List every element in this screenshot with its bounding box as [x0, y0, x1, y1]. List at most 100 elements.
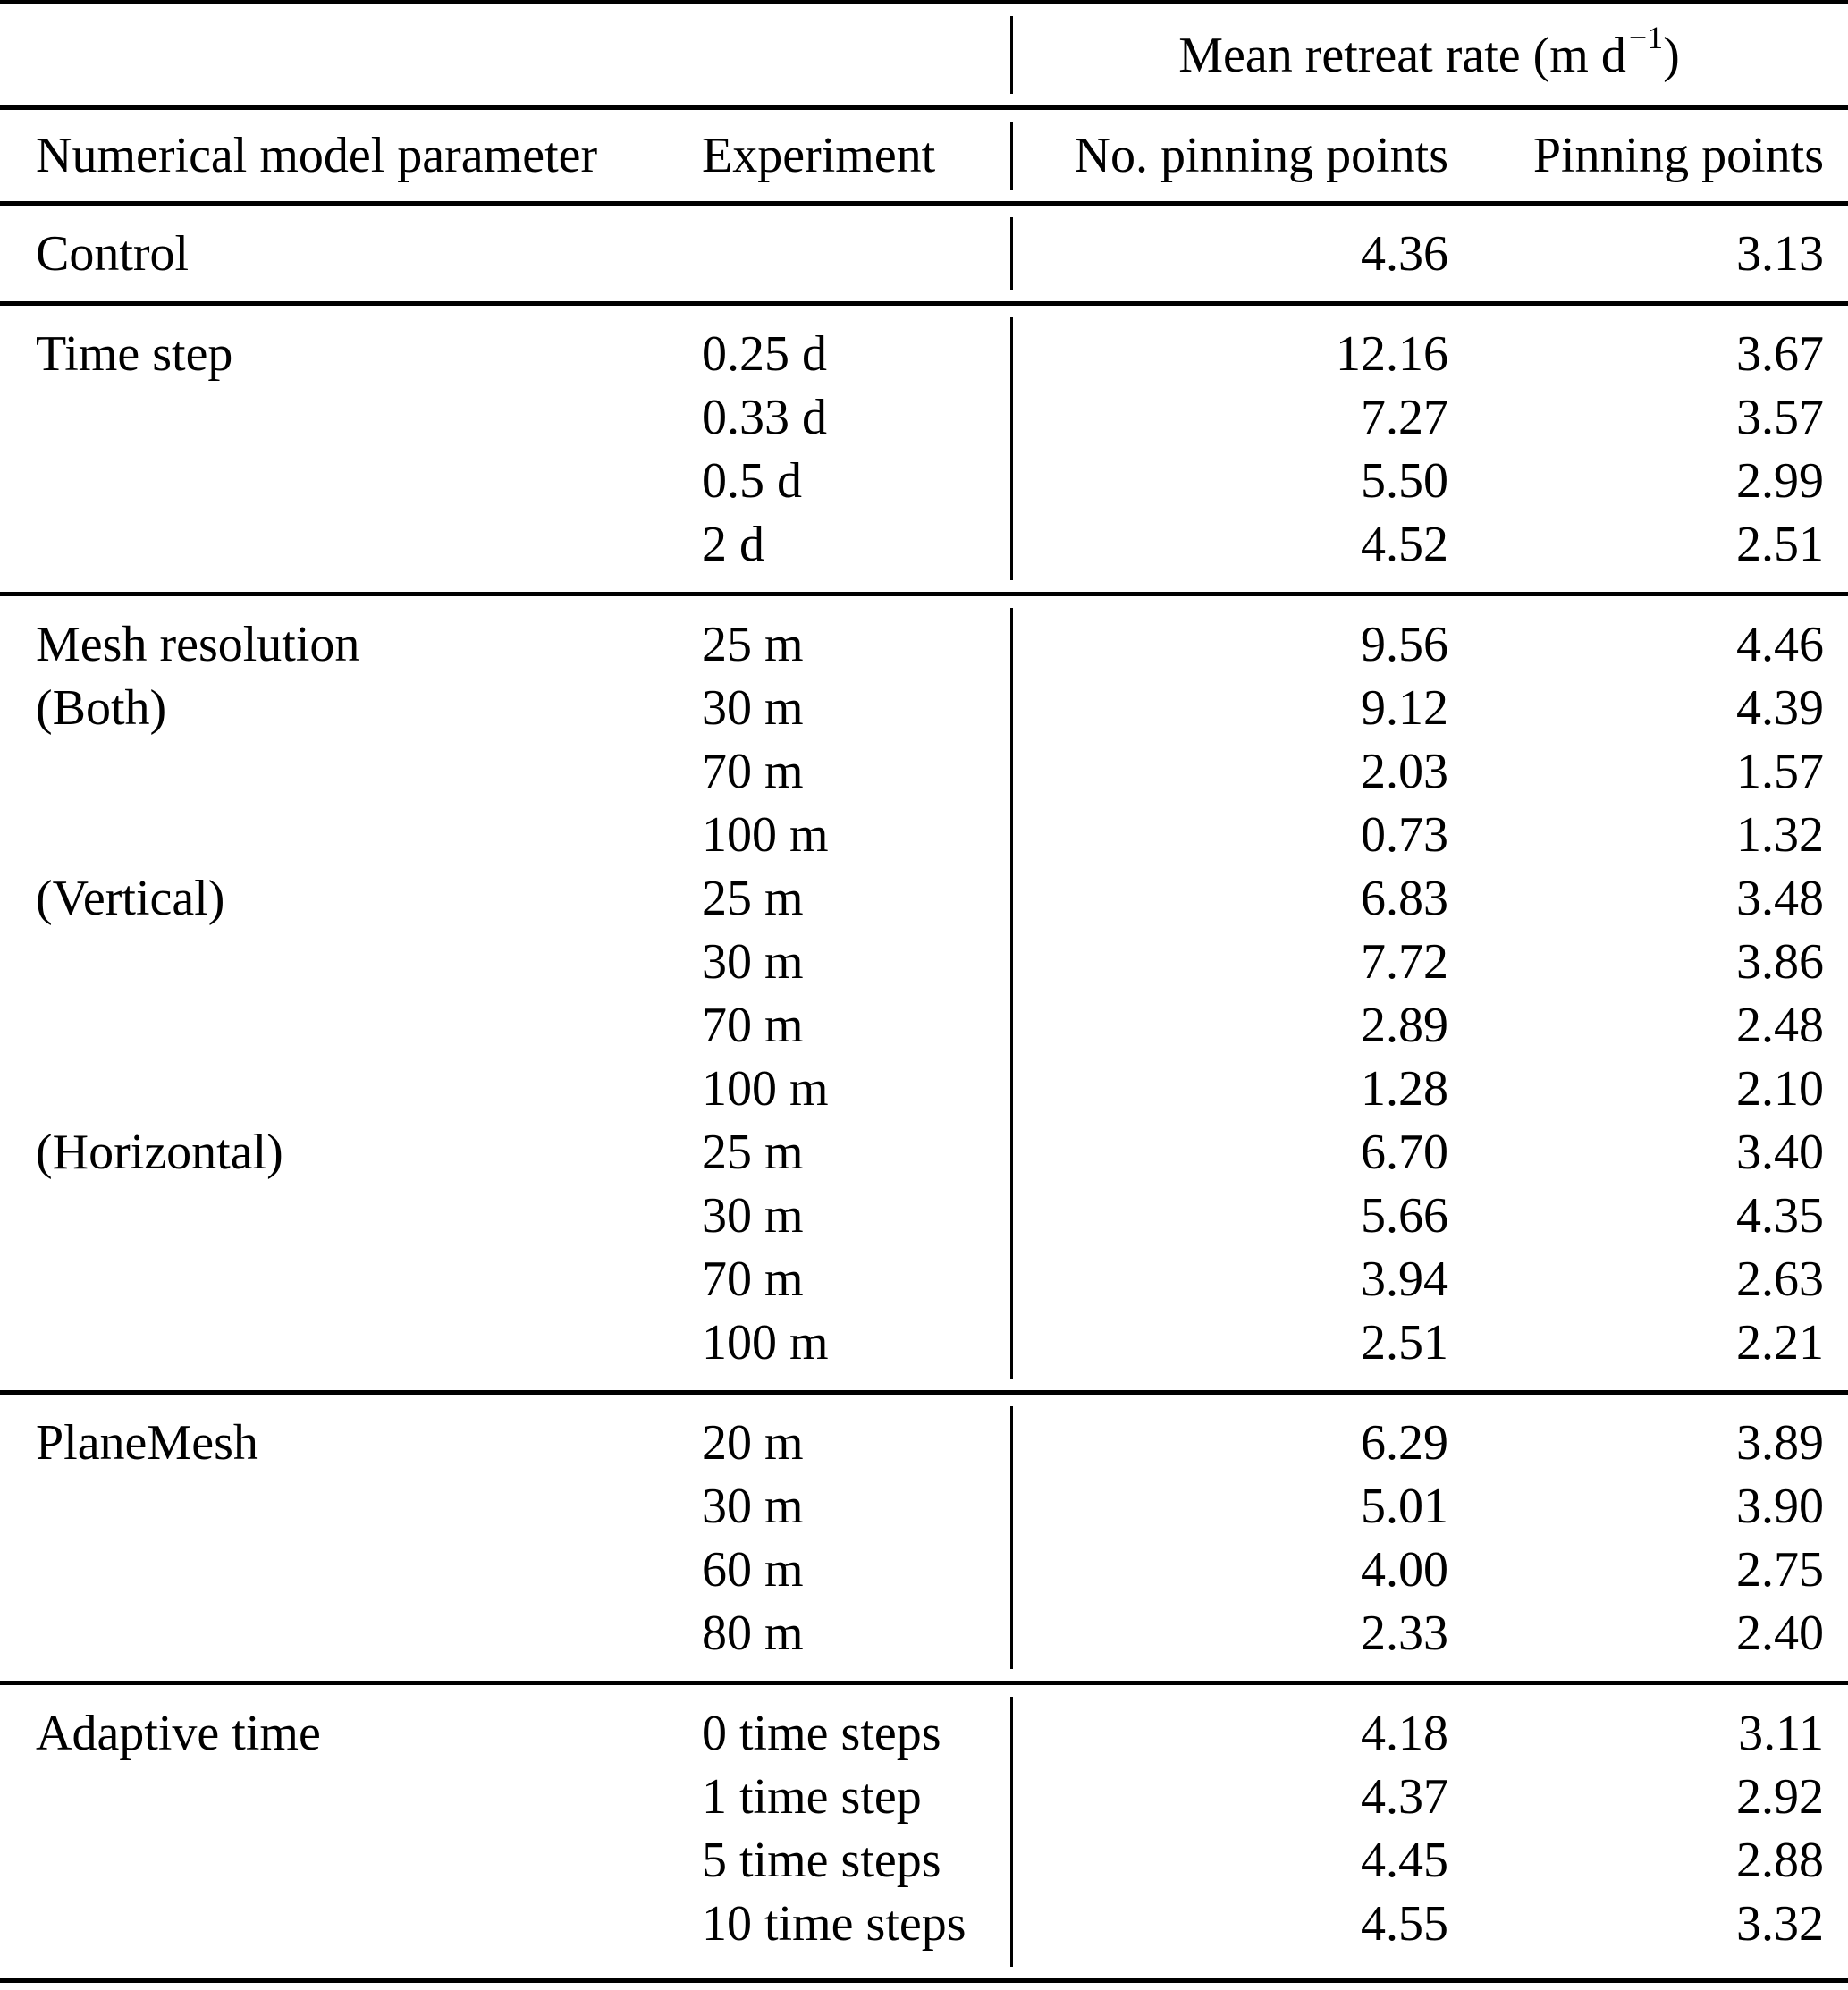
cell-pinning-points: 2.63 [1736, 1251, 1824, 1307]
cell-experiment: 30 m [702, 1187, 804, 1244]
cell-experiment [693, 206, 1010, 301]
cell-experiment: 70 m [702, 1251, 804, 1307]
cell-pinning-points: 2.40 [1736, 1605, 1824, 1661]
cell-no-pinning-points: 4.52 [1010, 512, 1457, 592]
cell-parameter [0, 1184, 693, 1247]
group-header-spacer [0, 4, 1010, 105]
cell-pinning-points: 2.99 [1736, 452, 1824, 509]
cell-no-pinning-points: 2.89 [1010, 993, 1457, 1057]
cell-pinning-points: 3.89 [1736, 1414, 1824, 1471]
cell-no-pinning-points: 9.12 [1010, 676, 1457, 739]
group-header-close-paren: ) [1663, 27, 1680, 83]
cell-pinning-points: 2.21 [1736, 1314, 1824, 1370]
rule-section [0, 301, 1848, 306]
cell-no-pinning-points: 5.01 [1010, 1474, 1457, 1538]
cell-parameter [0, 930, 693, 993]
cell-experiment: 20 m [702, 1414, 804, 1471]
cell-pinning-points: 3.13 [1736, 225, 1824, 282]
cell-no-pinning-points: 6.29 [1010, 1395, 1457, 1474]
cell-parameter [0, 1892, 693, 1978]
cell-no-pinning-points: 2.51 [1010, 1311, 1457, 1390]
cell-pinning-points: 3.40 [1736, 1124, 1824, 1180]
cell-no-pinning-points: 4.00 [1010, 1538, 1457, 1601]
col-header-pinning-points: Pinning points [1532, 128, 1824, 183]
cell-parameter [0, 1601, 693, 1681]
cell-parameter: (Horizontal) [36, 1124, 283, 1180]
cell-no-pinning-points: 6.70 [1010, 1120, 1457, 1184]
cell-experiment: 30 m [702, 1478, 804, 1534]
cell-parameter [0, 1828, 693, 1892]
cell-experiment: 100 m [702, 1060, 829, 1117]
cell-pinning-points: 2.75 [1736, 1541, 1824, 1598]
cell-parameter: Adaptive time [36, 1705, 321, 1761]
cell-experiment: 0.33 d [702, 389, 827, 445]
rule-bottom [0, 1978, 1848, 1983]
cell-pinning-points: 3.48 [1736, 870, 1824, 926]
cell-no-pinning-points: 1.28 [1010, 1057, 1457, 1120]
cell-pinning-points: 3.32 [1736, 1895, 1824, 1952]
cell-no-pinning-points: 9.56 [1010, 596, 1457, 676]
cell-parameter [0, 803, 693, 866]
cell-experiment: 0 time steps [702, 1705, 941, 1761]
rule-below-group-header [0, 105, 1848, 110]
col-header-numerical-model-parameter: Numerical model parameter [36, 128, 598, 183]
rule-section [0, 592, 1848, 596]
cell-parameter [0, 1538, 693, 1601]
cell-experiment: 25 m [702, 1124, 804, 1180]
cell-parameter: Control [36, 225, 190, 282]
col-header-no-pinning-points: No. pinning points [1010, 110, 1457, 201]
cell-experiment: 0.5 d [702, 452, 802, 509]
cell-parameter: (Vertical) [36, 870, 225, 926]
rule-below-col-headers [0, 201, 1848, 206]
cell-parameter [0, 739, 693, 803]
cell-experiment: 2 d [702, 516, 764, 572]
cell-experiment: 25 m [702, 616, 804, 672]
cell-pinning-points: 1.57 [1736, 743, 1824, 799]
cell-no-pinning-points: 4.45 [1010, 1828, 1457, 1892]
cell-parameter [0, 1311, 693, 1390]
cell-experiment: 100 m [702, 806, 829, 863]
cell-parameter [0, 1057, 693, 1120]
cell-experiment: 1 time step [702, 1768, 922, 1825]
rule-top [0, 0, 1848, 4]
cell-experiment: 70 m [702, 743, 804, 799]
cell-no-pinning-points: 6.83 [1010, 866, 1457, 930]
rule-section [0, 1390, 1848, 1395]
cell-pinning-points: 2.88 [1736, 1832, 1824, 1888]
col-header-experiment: Experiment [702, 128, 936, 183]
cell-no-pinning-points: 0.73 [1010, 803, 1457, 866]
cell-pinning-points: 4.35 [1736, 1187, 1824, 1244]
cell-experiment: 10 time steps [702, 1895, 966, 1952]
cell-experiment: 5 time steps [702, 1832, 941, 1888]
cell-pinning-points: 4.46 [1736, 616, 1824, 672]
cell-no-pinning-points: 12.16 [1010, 306, 1457, 385]
cell-pinning-points: 3.67 [1736, 325, 1824, 382]
cell-no-pinning-points: 2.03 [1010, 739, 1457, 803]
cell-parameter [0, 449, 693, 512]
cell-parameter [0, 1474, 693, 1538]
cell-pinning-points: 2.92 [1736, 1768, 1824, 1825]
cell-parameter: Mesh resolution [36, 616, 360, 672]
cell-experiment: 0.25 d [702, 325, 827, 382]
cell-no-pinning-points: 4.18 [1010, 1685, 1457, 1765]
cell-parameter [0, 1765, 693, 1828]
group-header-mean-retreat-rate: Mean retreat rate (m d −1) [1010, 4, 1848, 105]
cell-parameter [0, 512, 693, 592]
cell-pinning-points: 3.57 [1736, 389, 1824, 445]
cell-parameter: PlaneMesh [36, 1414, 258, 1471]
cell-no-pinning-points: 3.94 [1010, 1247, 1457, 1311]
cell-parameter [0, 385, 693, 449]
cell-pinning-points: 1.32 [1736, 806, 1824, 863]
cell-parameter: Time step [36, 325, 233, 382]
group-header-exponent: −1 [1628, 19, 1664, 55]
rule-section [0, 1681, 1848, 1685]
cell-no-pinning-points: 5.66 [1010, 1184, 1457, 1247]
cell-no-pinning-points: 4.55 [1010, 1892, 1457, 1978]
cell-pinning-points: 3.11 [1738, 1705, 1824, 1761]
cell-pinning-points: 2.51 [1736, 516, 1824, 572]
cell-experiment: 25 m [702, 870, 804, 926]
cell-experiment: 30 m [702, 933, 804, 990]
cell-pinning-points: 2.48 [1736, 997, 1824, 1053]
cell-experiment: 30 m [702, 679, 804, 736]
